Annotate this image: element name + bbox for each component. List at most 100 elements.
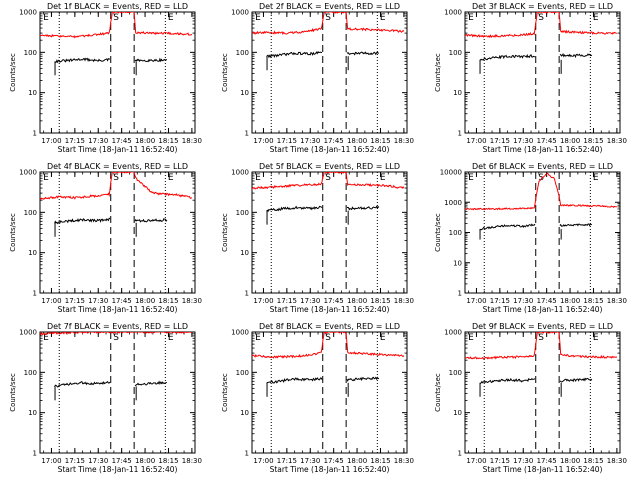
x-tick-label: 17:45 xyxy=(537,297,557,305)
detector-panel-6: Det 6f BLACK = Events, RED = LLD 1 10 100 10… xyxy=(434,162,627,314)
x-tick-label: 17:00 xyxy=(466,137,486,145)
y-tick-label: 10 xyxy=(28,249,37,257)
plot-frame xyxy=(39,11,196,134)
plot-frame xyxy=(464,331,621,454)
x-tick-label: 17:00 xyxy=(466,457,486,465)
y-tick-label: 100 xyxy=(24,49,37,57)
x-tick-label: 18:00 xyxy=(135,457,155,465)
x-tick-label: 17:45 xyxy=(324,457,344,465)
y-axis-label: Counts/sec xyxy=(434,213,442,252)
x-tick-label: 17:15 xyxy=(277,457,297,465)
x-axis-label: Start Time (18-Jan-11 16:52:40) xyxy=(483,145,603,154)
panel-title: Det 9f BLACK = Events, RED = LLD xyxy=(472,322,613,331)
x-tick-label: 18:15 xyxy=(158,457,178,465)
detector-panel-1: Det 1f BLACK = Events, RED = LLD 1 10 100 10… xyxy=(9,2,202,154)
lld-rate-line xyxy=(465,172,618,211)
x-axis-label: Start Time (18-Jan-11 16:52:40) xyxy=(483,465,603,474)
y-tick-label: 10 xyxy=(240,409,249,417)
x-tick-label: 17:15 xyxy=(277,137,297,145)
x-tick-label: 17:30 xyxy=(513,457,533,465)
x-axis-label: Start Time (18-Jan-11 16:52:40) xyxy=(58,145,178,154)
eclipse-marker: E xyxy=(43,13,49,23)
saa-marker: S xyxy=(538,333,544,343)
y-tick-label: 1000 xyxy=(19,329,37,337)
x-tick-label: 18:00 xyxy=(347,137,367,145)
lld-rate-line xyxy=(252,332,405,359)
event-rate-line xyxy=(266,376,380,384)
y-tick-label: 100 xyxy=(24,369,37,377)
x-tick-label: 17:30 xyxy=(513,137,533,145)
y-tick-label: 1 xyxy=(33,130,37,138)
x-tick-label: 18:00 xyxy=(560,457,580,465)
x-tick-label: 17:15 xyxy=(65,297,85,305)
y-tick-label: 1 xyxy=(458,290,462,298)
x-tick-label: 17:00 xyxy=(253,137,273,145)
panel-title: Det 4f BLACK = Events, RED = LLD xyxy=(47,162,188,171)
eclipse-marker: E xyxy=(255,173,261,183)
x-tick-label: 17:00 xyxy=(466,297,486,305)
plot-frame xyxy=(39,331,196,454)
x-tick-label: 17:30 xyxy=(88,297,108,305)
event-rate-line xyxy=(479,52,593,61)
plot-frame xyxy=(251,331,408,454)
y-tick-label: 10 xyxy=(240,89,249,97)
plot-frame xyxy=(39,171,196,294)
eclipse-marker: E xyxy=(468,333,474,343)
detector-panel-8: Det 8f BLACK = Events, RED = LLD 1 10 100 10… xyxy=(221,322,414,474)
x-tick-label: 18:15 xyxy=(370,137,390,145)
y-tick-label: 1 xyxy=(458,450,462,458)
y-tick-label: 1000 xyxy=(231,329,249,337)
event-rate-line xyxy=(266,205,380,213)
x-tick-label: 18:00 xyxy=(560,137,580,145)
event-rate-line xyxy=(54,380,167,388)
saa-marker: S xyxy=(325,173,331,183)
y-tick-label: 10 xyxy=(28,89,37,97)
x-tick-label: 17:30 xyxy=(300,137,320,145)
lld-rate-line xyxy=(40,332,193,336)
event-rate-line xyxy=(479,223,593,231)
eclipse-marker: E xyxy=(380,173,386,183)
eclipse-marker: E xyxy=(593,333,599,343)
x-tick-label: 17:30 xyxy=(300,297,320,305)
y-tick-label: 10 xyxy=(453,409,462,417)
x-tick-label: 17:30 xyxy=(513,297,533,305)
y-tick-label: 1 xyxy=(245,130,249,138)
saa-marker: S xyxy=(325,333,331,343)
x-tick-label: 17:15 xyxy=(65,457,85,465)
y-tick-label: 1 xyxy=(245,290,249,298)
eclipse-marker: E xyxy=(255,13,261,23)
eclipse-marker: E xyxy=(380,13,386,23)
y-tick-label: 1 xyxy=(458,130,462,138)
panel-title: Det 2f BLACK = Events, RED = LLD xyxy=(259,2,400,11)
y-axis-label: Counts/sec xyxy=(221,373,229,412)
x-tick-label: 18:30 xyxy=(182,137,202,145)
y-tick-label: 1000 xyxy=(231,9,249,17)
y-axis-label: Counts/sec xyxy=(9,213,17,252)
x-tick-label: 17:45 xyxy=(537,137,557,145)
lld-rate-line xyxy=(40,12,193,39)
event-rate-line xyxy=(266,50,380,59)
x-tick-label: 18:15 xyxy=(583,137,603,145)
detector-panel-2: Det 2f BLACK = Events, RED = LLD 1 10 100 10… xyxy=(221,2,414,154)
x-axis-label: Start Time (18-Jan-11 16:52:40) xyxy=(270,465,390,474)
eclipse-marker: E xyxy=(593,13,599,23)
eclipse-marker: E xyxy=(43,333,49,343)
event-rate-line xyxy=(479,377,593,385)
eclipse-marker: E xyxy=(168,173,174,183)
lld-rate-line xyxy=(465,12,618,39)
x-axis-label: Start Time (18-Jan-11 16:52:40) xyxy=(270,305,390,314)
x-tick-label: 17:15 xyxy=(490,297,510,305)
event-rate-line xyxy=(54,217,168,225)
x-axis-label: Start Time (18-Jan-11 16:52:40) xyxy=(483,305,603,314)
panel-title: Det 1f BLACK = Events, RED = LLD xyxy=(47,2,188,11)
y-tick-label: 100 xyxy=(236,369,249,377)
y-tick-label: 100 xyxy=(449,229,462,237)
y-tick-label: 1000 xyxy=(19,169,37,177)
x-tick-label: 18:30 xyxy=(607,297,627,305)
eclipse-marker: E xyxy=(468,173,474,183)
saa-marker: S xyxy=(113,173,119,183)
x-tick-label: 18:15 xyxy=(370,457,390,465)
x-tick-label: 18:30 xyxy=(607,137,627,145)
x-tick-label: 18:30 xyxy=(182,457,202,465)
